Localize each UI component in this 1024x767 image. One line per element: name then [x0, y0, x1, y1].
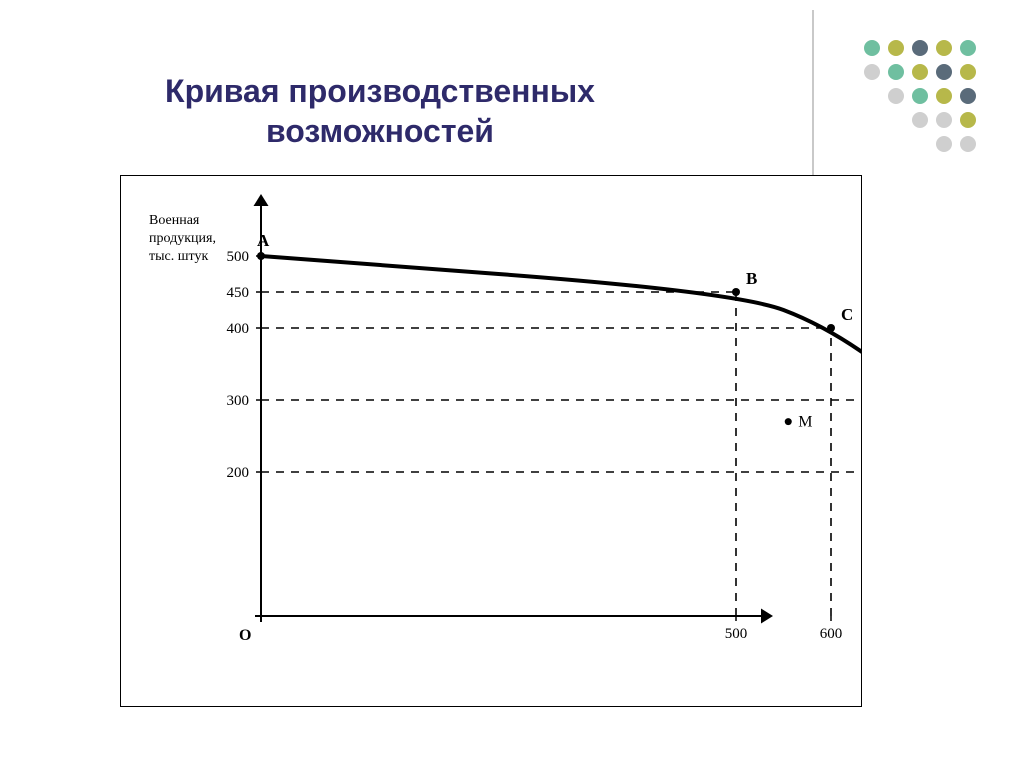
decor-dot: [936, 40, 952, 56]
ppc-chart-svg: 500450400300200500600700800900OВоеннаяпр…: [121, 176, 861, 706]
decor-dot: [960, 40, 976, 56]
svg-text:A: A: [257, 231, 270, 250]
svg-text:тыс. штук: тыс. штук: [149, 249, 208, 264]
decor-dot: [960, 136, 976, 152]
svg-text:C: C: [841, 305, 853, 324]
decor-dot: [912, 64, 928, 80]
page-title: Кривая производственных возможностей: [0, 71, 760, 151]
vertical-rule: [812, 10, 814, 190]
decor-dot: [960, 112, 976, 128]
svg-text:200: 200: [227, 465, 250, 481]
decor-dot: [936, 88, 952, 104]
decor-dot: [888, 64, 904, 80]
decor-dot: [936, 112, 952, 128]
dot-decor: [864, 40, 984, 160]
svg-text:M: M: [798, 414, 812, 431]
title-line2: возможностей: [266, 113, 494, 149]
decor-dot: [864, 64, 880, 80]
decor-dot: [912, 40, 928, 56]
svg-text:450: 450: [227, 285, 250, 301]
svg-text:Военная: Военная: [149, 213, 200, 228]
svg-text:600: 600: [820, 626, 843, 642]
title-line1: Кривая производственных: [165, 73, 595, 109]
decor-dot: [888, 40, 904, 56]
decor-dot: [864, 40, 880, 56]
svg-text:300: 300: [227, 393, 250, 409]
svg-text:B: B: [746, 269, 757, 288]
svg-text:500: 500: [227, 249, 250, 265]
svg-text:O: O: [239, 627, 251, 644]
svg-text:продукция,: продукция,: [149, 231, 216, 246]
decor-dot: [936, 136, 952, 152]
ppc-chart: 500450400300200500600700800900OВоеннаяпр…: [120, 175, 862, 707]
decor-dot: [912, 112, 928, 128]
decor-dot: [888, 88, 904, 104]
decor-dot: [960, 64, 976, 80]
decor-dot: [936, 64, 952, 80]
decor-dot: [960, 88, 976, 104]
svg-text:400: 400: [227, 321, 250, 337]
svg-text:500: 500: [725, 626, 748, 642]
decor-dot: [912, 88, 928, 104]
